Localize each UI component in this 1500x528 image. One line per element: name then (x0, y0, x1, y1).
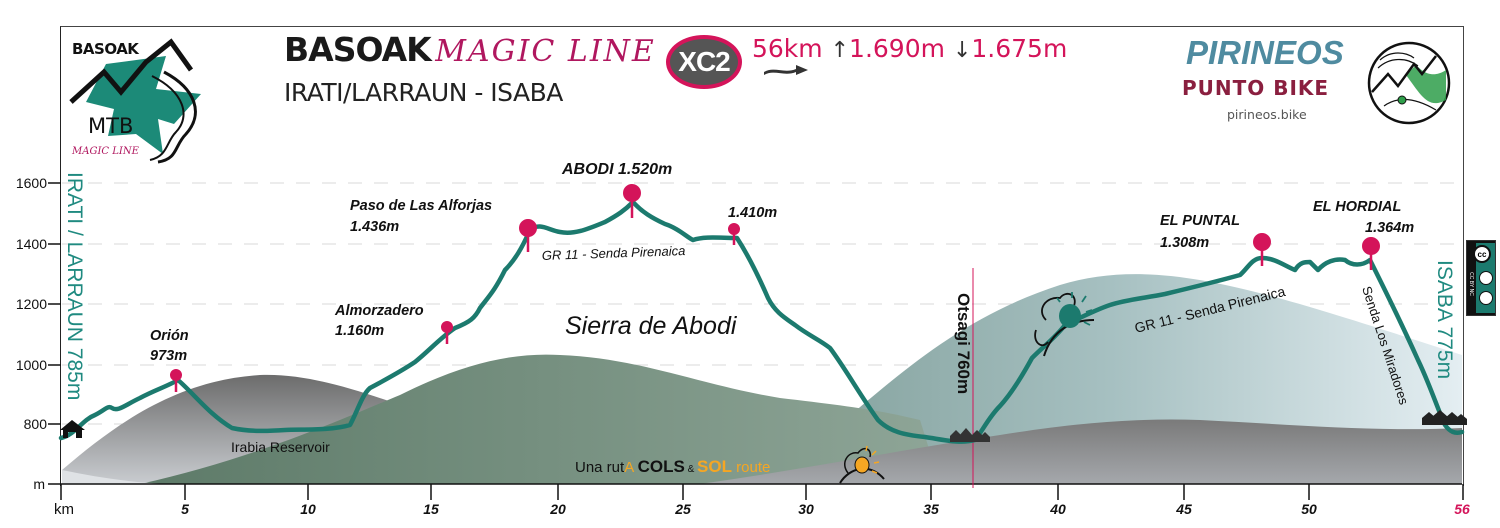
svg-text:50: 50 (1301, 501, 1317, 517)
by-icon (1479, 271, 1493, 285)
waypoint-markers (170, 184, 1380, 392)
elevation-profile-line (58, 199, 1465, 444)
svg-text:1200: 1200 (16, 296, 47, 312)
svg-text:45: 45 (1175, 501, 1192, 517)
distance-arrow-icon (764, 65, 808, 75)
green-hill (140, 354, 940, 484)
svg-text:40: 40 (1049, 501, 1066, 517)
route-badge: XC2 (666, 35, 742, 89)
svg-text:56: 56 (1454, 501, 1470, 517)
x-axis-labels: km 5 10 15 20 25 30 35 40 45 50 56 (54, 501, 1470, 518)
cyclist-sun-icon (839, 445, 885, 484)
svg-text:1400: 1400 (16, 236, 47, 252)
route-subtitle: IRATI/LARRAUN - ISABA (284, 78, 563, 107)
svg-text:10: 10 (300, 501, 316, 517)
svg-text:15: 15 (423, 501, 439, 517)
reservoir-label: Irabia Reservoir (231, 439, 330, 455)
descent-icon: ↓ (952, 38, 972, 63)
svg-text:EL HORDIAL: EL HORDIAL (1313, 199, 1401, 215)
waypoint-labels: Orión 973m Almorzadero 1.160m Paso de La… (150, 161, 1414, 364)
end-label: ISABA 775m (1433, 260, 1456, 379)
svg-text:30: 30 (798, 501, 814, 517)
chart-frame (60, 26, 1464, 486)
svg-text:EL PUNTAL: EL PUNTAL (1160, 213, 1240, 229)
gr11-label-a: GR 11 - Senda Pirenaica (542, 243, 686, 263)
logo-basoak-text: BASOAK (72, 40, 139, 58)
x-axis-ticks (60, 484, 1464, 500)
svg-text:25: 25 (674, 501, 691, 517)
svg-text:1000: 1000 (16, 357, 47, 373)
cyclist-sun-icon-large (1034, 292, 1095, 357)
svg-text:1600: 1600 (16, 175, 47, 191)
title-magic-line: MAGIC LINE (435, 34, 656, 69)
start-label: IRATI / LARRAUN 785m (63, 172, 86, 400)
otsagi-village-icon (950, 428, 990, 442)
svg-text:1.160m: 1.160m (335, 323, 384, 339)
svg-text:Paso de Las Alforjas: Paso de Las Alforjas (350, 198, 492, 214)
svg-text:1.364m: 1.364m (1365, 220, 1414, 236)
logo-mountain-icon (69, 38, 201, 164)
y-axis-labels: 1600 1400 1200 1000 800 m (16, 175, 47, 492)
distance-value: 56km (752, 34, 823, 63)
pirineos-brand: PIRINEOS (1186, 34, 1344, 71)
svg-text:ABODI 1.520m: ABODI 1.520m (561, 161, 672, 178)
start-house-icon (60, 420, 85, 438)
svg-text:973m: 973m (150, 348, 187, 364)
cols-sol-label: Una rutA COLS & SOL route (575, 457, 770, 476)
svg-text:800: 800 (24, 416, 48, 432)
pirineos-logo-icon (1367, 41, 1451, 125)
svg-text:1.436m: 1.436m (350, 219, 399, 235)
y-axis-ticks (48, 182, 61, 485)
svg-text:35: 35 (923, 501, 939, 517)
otsagi-label: Otsagi 760m (954, 293, 973, 394)
route-stats: 56km ↑1.690m ↓1.675m (752, 34, 1067, 63)
svg-text:Una rutA COLS & SOL route: Una rutA COLS & SOL route (575, 457, 770, 476)
pirineos-url: pirineos.bike (1227, 107, 1307, 122)
svg-text:20: 20 (549, 501, 566, 517)
svg-text:Almorzadero: Almorzadero (334, 303, 424, 319)
svg-text:1.308m: 1.308m (1160, 235, 1209, 251)
basoak-mtb-logo: BASOAK MTB MAGIC LINE (66, 34, 216, 164)
punto-bike-brand: PUNTO BIKE (1182, 76, 1330, 100)
logo-magicline-text: MAGIC LINE (72, 146, 139, 157)
isaba-village-icon (1422, 410, 1467, 425)
ascent-icon: ↑ (830, 38, 850, 63)
nc-icon (1479, 291, 1493, 305)
descent-value: 1.675m (971, 34, 1068, 63)
sierra-label: Sierra de Abodi (565, 312, 738, 340)
near-ground (62, 470, 180, 484)
bottom-ridge (700, 419, 1462, 484)
cc-license-badge[interactable]: cc CC BY NC (1466, 240, 1496, 316)
logo-mtb-text: MTB (88, 114, 134, 138)
svg-text:Orión: Orión (150, 328, 189, 344)
cc-icon: cc (1473, 245, 1491, 263)
svg-text:km: km (54, 501, 74, 518)
svg-text:1.410m: 1.410m (728, 205, 777, 221)
title-basoak: BASOAK (284, 30, 432, 69)
ascent-value: 1.690m (849, 34, 945, 63)
svg-text:5: 5 (181, 501, 189, 517)
svg-text:m: m (33, 476, 45, 492)
page-title: BASOAK MAGIC LINE (284, 30, 656, 69)
